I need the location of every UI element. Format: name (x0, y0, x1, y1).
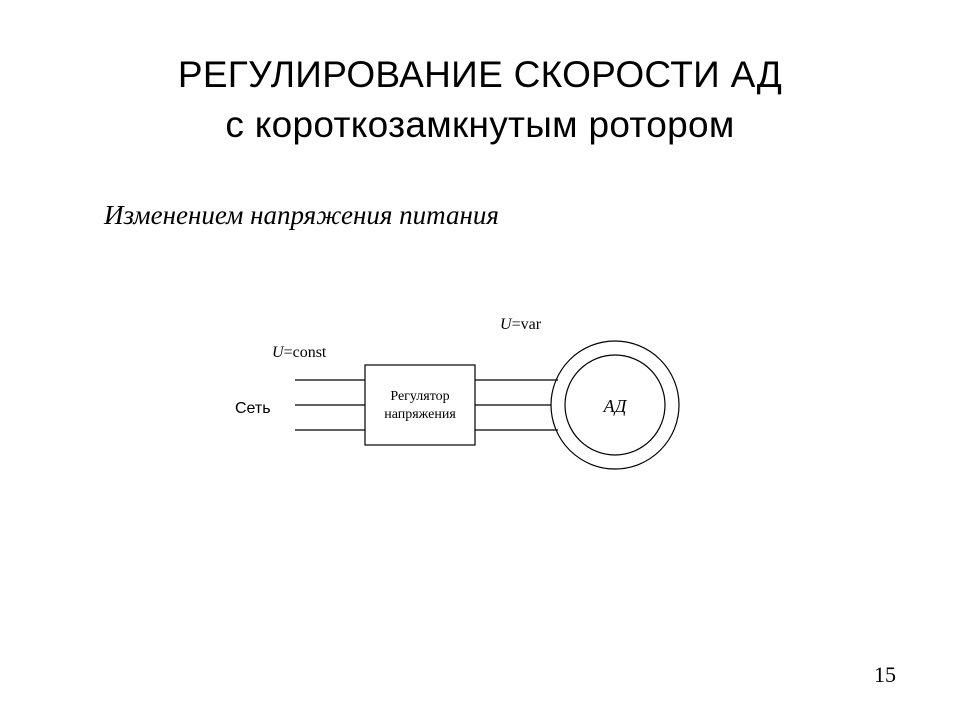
title-line-2: с короткозамкнутым ротором (0, 100, 960, 150)
title-line-1: РЕГУЛИРОВАНИЕ СКОРОСТИ АД (0, 50, 960, 100)
regulator-label-2: напряжения (384, 407, 456, 422)
source-label: Сеть (235, 400, 271, 417)
page-title-block: РЕГУЛИРОВАНИЕ СКОРОСТИ АД с короткозамкн… (0, 50, 960, 150)
motor-label: АД (603, 396, 628, 416)
u-var-label: U=var (500, 316, 542, 333)
page-subtitle: Изменением напряжения питания (104, 200, 499, 231)
regulator-block (365, 365, 475, 445)
regulator-label-1: Регулятор (390, 389, 449, 404)
u-const-label: U=const (272, 344, 327, 361)
block-diagram: Регулятор напряжения АД U=const U=var Се… (210, 300, 760, 520)
page-number: 15 (874, 662, 896, 688)
